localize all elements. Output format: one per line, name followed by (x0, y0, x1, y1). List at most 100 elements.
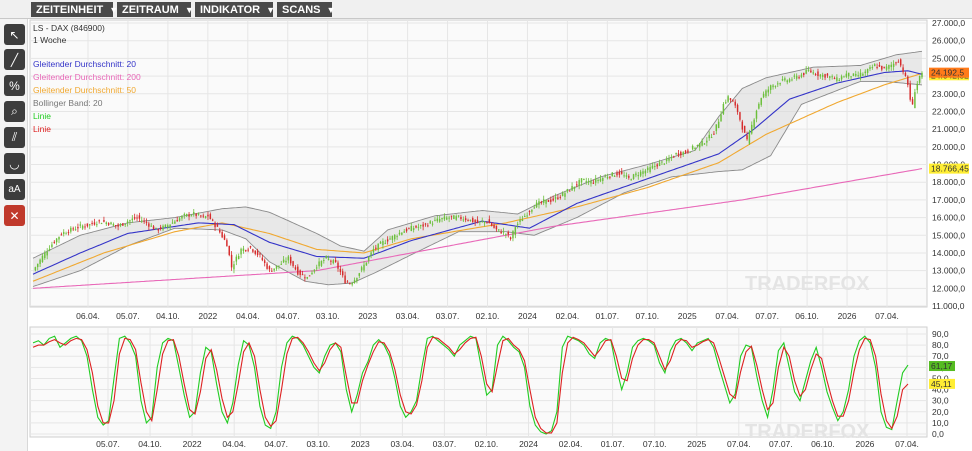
candle-body (512, 230, 514, 239)
y-tick-label: 27.000,0 (932, 18, 965, 28)
legend-entry: Gleitender Durchschnitt: 20 (33, 59, 136, 69)
delete-icon[interactable]: ✕ (4, 205, 25, 226)
candle-body (542, 199, 545, 203)
candle-body (914, 92, 916, 109)
x-tick-label: 05.07. (116, 311, 140, 321)
curve-icon[interactable]: ◡ (4, 153, 25, 174)
line-tool-icon[interactable]: ╱ (4, 49, 25, 70)
stochastic-d-line (32, 336, 909, 434)
candle-body (337, 262, 339, 269)
candle-body (254, 250, 256, 254)
candle-body (779, 83, 781, 85)
main-y-axis: 27.000,026.000,025.000,024.000,023.000,0… (929, 18, 969, 311)
candle-body (237, 256, 240, 260)
osc-y-tick-label: 10,0 (932, 418, 949, 428)
candle-body (526, 215, 528, 217)
candle-body (583, 178, 585, 180)
candle-body (370, 252, 372, 256)
text-size-icon[interactable]: aA (4, 179, 25, 200)
candle-body (568, 190, 571, 192)
menu-zeitraum[interactable]: ZEITRAUM ▼ (117, 2, 194, 17)
ma50-line (32, 72, 923, 282)
candle-body (519, 219, 521, 222)
candle-body (77, 226, 79, 229)
price-label: 18.766,45 (931, 164, 969, 174)
candle-body (268, 266, 271, 270)
candle-body (344, 275, 346, 284)
menu-label: ZEITRAUM (122, 3, 179, 16)
candle-body (795, 75, 798, 79)
candle-body (365, 262, 368, 266)
candle-body (904, 72, 907, 76)
candle-body (178, 218, 181, 221)
osc-y-tick-label: 0,0 (932, 429, 944, 439)
candle-body (278, 265, 280, 267)
candle-body (594, 178, 597, 183)
candle-body (885, 66, 888, 70)
x-tick-label: 02.04. (556, 311, 580, 321)
candle-body (821, 74, 824, 77)
x-tick-label: 2026 (838, 311, 857, 321)
stochastic-k-line (32, 335, 909, 435)
candle-body (424, 223, 427, 225)
percent-icon[interactable]: % (4, 75, 25, 96)
candle-body (382, 241, 384, 246)
chevron-down-icon: ▼ (109, 4, 119, 15)
parallel-lines-icon[interactable]: ⫽ (4, 127, 25, 148)
chevron-down-icon: ▼ (184, 4, 194, 15)
candle-body (297, 266, 299, 275)
candle-body (767, 89, 770, 93)
y-tick-label: 15.000,0 (932, 230, 965, 240)
candle-body (734, 101, 736, 106)
candle-body (481, 221, 483, 223)
candle-body (677, 153, 680, 156)
candle-body (65, 233, 67, 235)
menu-indikator[interactable]: INDIKATOR ▼ (195, 2, 276, 17)
magnifier-icon[interactable]: ⌕ (4, 101, 25, 122)
y-tick-label: 23.000,0 (932, 89, 965, 99)
cursor-icon[interactable]: ↖ (4, 24, 25, 45)
candle-body (833, 78, 836, 80)
candle-body (855, 73, 857, 76)
candle-body (751, 124, 753, 134)
menu-zeiteinheit[interactable]: ZEITEINHEIT ▼ (31, 2, 118, 17)
candle-body (415, 225, 417, 228)
candle-body (386, 239, 389, 242)
candle-body (233, 264, 235, 270)
candle-body (460, 217, 462, 219)
osc-x-tick-label: 07.10. (643, 439, 667, 449)
osc-y-tick-label: 40,0 (932, 385, 949, 395)
x-tick-label: 07.04. (715, 311, 739, 321)
candle-body (507, 231, 509, 235)
candle-body (668, 158, 670, 161)
candle-body (703, 143, 706, 145)
candle-body (814, 74, 817, 76)
candle-body (883, 66, 885, 68)
x-tick-label: 03.07. (436, 311, 460, 321)
candle-body (479, 221, 481, 223)
y-tick-label: 11.000,0 (932, 301, 965, 311)
chevron-down-icon: ▼ (266, 4, 276, 15)
candle-body (793, 75, 796, 77)
candle-body (791, 79, 793, 81)
candle-body (559, 196, 561, 198)
candle-body (509, 237, 512, 239)
candle-body (39, 259, 41, 264)
candle-body (145, 221, 148, 223)
candle-body (62, 232, 65, 234)
candle-body (606, 177, 609, 179)
menu-scans[interactable]: SCANS ▼ (277, 2, 335, 17)
candle-body (368, 256, 370, 261)
y-tick-label: 22.000,0 (932, 106, 965, 116)
x-tick-label: 2023 (358, 311, 377, 321)
candle-body (611, 172, 614, 177)
candle-body (488, 219, 491, 224)
candle-body (680, 151, 682, 156)
candle-body (876, 66, 878, 68)
candle-body (81, 225, 84, 229)
candle-body (51, 244, 53, 247)
candle-body (682, 152, 684, 155)
candle-body (658, 162, 661, 167)
candle-body (209, 214, 212, 220)
